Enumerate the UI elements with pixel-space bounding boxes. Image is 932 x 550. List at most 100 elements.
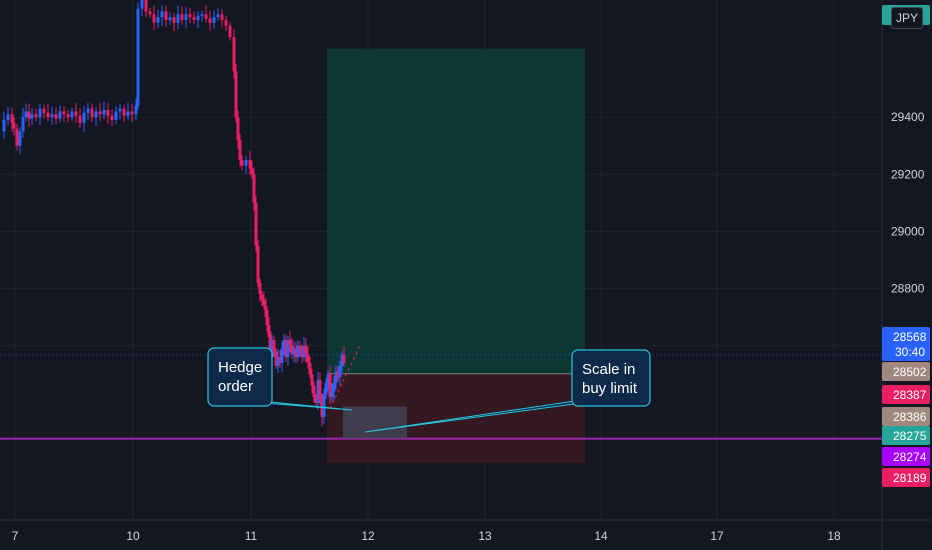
candle-body	[188, 14, 192, 18]
price-badge	[882, 447, 930, 466]
candle-body	[336, 371, 340, 378]
candle-body	[2, 120, 6, 132]
candle-body	[328, 374, 332, 398]
candle-body	[264, 305, 268, 318]
candle-body	[262, 300, 266, 306]
candle-body	[278, 357, 282, 363]
candle-body	[34, 114, 38, 118]
candle-body	[114, 111, 118, 120]
candle-body	[42, 108, 46, 113]
candle-body	[118, 108, 122, 112]
candle-body	[326, 374, 330, 383]
candle-body	[290, 345, 294, 355]
candle-body	[228, 25, 232, 38]
candle-body	[18, 131, 22, 146]
hedge-order-box[interactable]	[343, 406, 407, 439]
candle-body	[254, 202, 258, 246]
candle-body	[332, 382, 336, 392]
candle-body	[314, 397, 318, 403]
candle-body	[342, 354, 346, 363]
x-tick-label: 17	[710, 529, 724, 543]
callout-text: Scale in	[582, 361, 635, 378]
candle-body	[94, 111, 98, 118]
candle-body	[310, 374, 314, 386]
candle-body	[152, 14, 156, 23]
candle-body	[272, 340, 276, 352]
candle-body	[24, 111, 28, 118]
candle-body	[318, 380, 322, 400]
candle-body	[270, 340, 274, 358]
time-axis[interactable]: 7 10 11 12 13 14 17 18	[0, 519, 932, 543]
candle-body	[176, 14, 180, 23]
candle-body	[58, 111, 62, 119]
candle-body	[27, 111, 31, 119]
candle-body	[134, 105, 138, 115]
candle-body	[98, 111, 102, 115]
candle-body	[296, 345, 300, 358]
candle-body	[268, 331, 272, 358]
scale-in-buy-limit-callout[interactable]: Scale in buy limit	[364, 349, 651, 433]
price-axis[interactable]: 2860028800290002920029400	[881, 0, 925, 550]
candle-body	[338, 365, 342, 378]
candle-body	[54, 114, 58, 119]
candle-body	[284, 340, 288, 358]
x-tick-label: 7	[12, 529, 19, 543]
candle-body	[274, 351, 278, 366]
x-tick-label: 10	[126, 529, 140, 543]
price-badge	[882, 385, 930, 404]
candle-body	[266, 317, 270, 332]
price-badge-value: 28387	[893, 388, 927, 402]
price-badge	[882, 426, 930, 445]
candle-body	[320, 400, 324, 418]
candle-body	[252, 174, 256, 203]
callout-text: order	[218, 378, 253, 395]
candle-body	[38, 108, 42, 118]
callouts[interactable]: Hedge order Scale in buy limit	[207, 347, 651, 433]
candle-body	[286, 340, 290, 358]
candle-body	[180, 14, 184, 20]
candle-body	[220, 14, 224, 20]
candle-body	[282, 340, 286, 349]
candle-body	[106, 110, 110, 116]
candle-body	[204, 14, 208, 19]
profit-target-zone[interactable]	[327, 48, 585, 374]
price-badge-value: 28274	[893, 450, 927, 464]
candle-body	[306, 354, 310, 363]
candle-body	[122, 108, 126, 116]
hedge-order-callout[interactable]: Hedge order	[207, 347, 353, 411]
candle-body	[46, 112, 50, 118]
candle-body	[78, 115, 82, 123]
candle-body	[288, 340, 292, 346]
candle-body	[102, 110, 106, 115]
y-tick-label: 29000	[891, 224, 925, 238]
y-tick-label: 28800	[891, 282, 925, 296]
candle-body	[110, 115, 114, 120]
candle-body	[192, 17, 196, 20]
candle-body	[30, 114, 34, 119]
candle-body	[260, 294, 264, 300]
candle-body	[276, 357, 280, 366]
candle-body	[130, 111, 134, 115]
chart-overlays[interactable]	[0, 345, 882, 440]
candle-body	[324, 382, 328, 395]
candle-body	[148, 11, 152, 15]
price-badge-value: 28502	[893, 365, 927, 379]
candle-body	[21, 117, 25, 132]
currency-label[interactable]: JPY	[891, 7, 923, 29]
candle-body	[300, 348, 304, 358]
candle-body	[140, 0, 144, 9]
candle-body	[298, 345, 302, 349]
price-badge-value: 28386	[893, 410, 927, 424]
candle-body	[82, 112, 86, 123]
candle-body	[196, 15, 200, 20]
candle-body	[248, 160, 252, 169]
callout-text: buy limit	[582, 380, 638, 397]
x-tick-label: 14	[594, 529, 608, 543]
callout-box	[571, 349, 651, 407]
candle-body	[240, 160, 244, 166]
candlesticks	[2, 0, 346, 426]
position-zones[interactable]	[327, 48, 585, 464]
price-badge	[882, 407, 930, 426]
candle-body	[86, 108, 90, 113]
